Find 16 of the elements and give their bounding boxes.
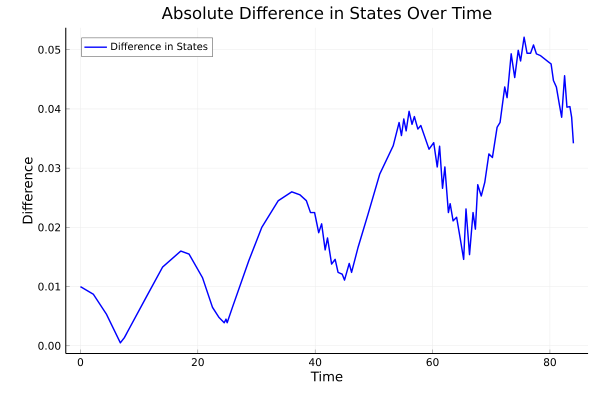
line-series	[80, 36, 574, 344]
y-tick-label: 0.04	[38, 104, 61, 113]
chart-title: Absolute Difference in States Over Time	[162, 6, 492, 20]
y-tick-label: 0.02	[38, 223, 60, 232]
x-axis-title: Time	[310, 371, 342, 382]
x-tick-label: 40	[308, 358, 322, 366]
x-tick-label: 80	[544, 358, 556, 366]
y-tick-label: 0.01	[38, 282, 60, 290]
y-tick-label: 0.03	[38, 164, 60, 172]
x-tick-label: 0	[78, 358, 84, 366]
x-tick-label: 60	[426, 358, 439, 366]
legend-label: Difference in States	[111, 42, 208, 50]
y-tick-label: 0.05	[38, 46, 60, 54]
y-tick-label: 0.00	[38, 342, 60, 350]
y-axis-title: Difference	[22, 157, 33, 224]
x-tick-label: 20	[192, 358, 204, 366]
